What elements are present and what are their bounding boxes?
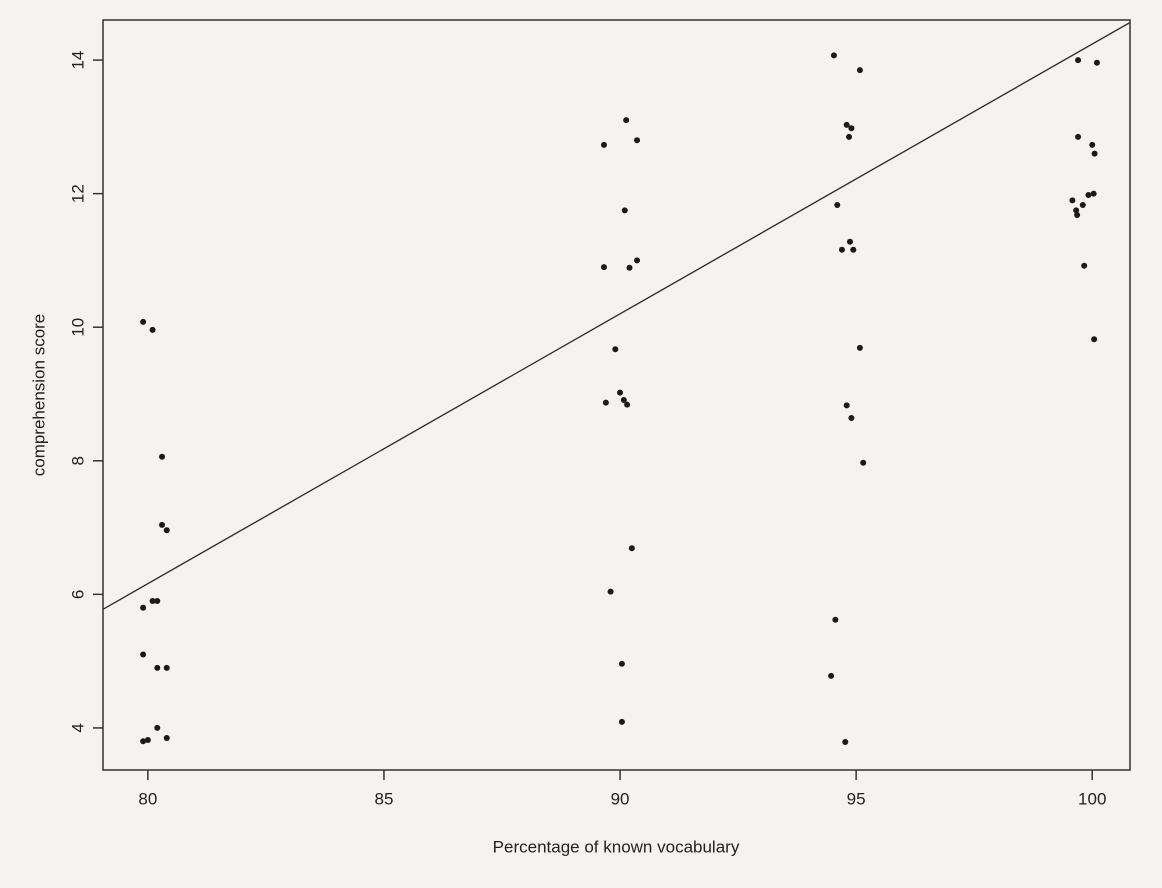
data-point [1089, 141, 1096, 148]
data-point [140, 318, 147, 325]
data-point [626, 264, 633, 271]
data-point [843, 121, 850, 128]
data-point [140, 651, 147, 658]
data-point [1073, 207, 1080, 214]
data-point [834, 201, 841, 208]
data-point [163, 527, 170, 534]
data-point [1091, 336, 1098, 343]
data-point [163, 734, 170, 741]
data-point [149, 598, 156, 605]
data-point [617, 389, 624, 396]
y-tick-label: 10 [68, 318, 87, 337]
data-point [856, 344, 863, 351]
data-point [600, 141, 607, 148]
data-point [140, 604, 147, 611]
data-point [612, 346, 619, 353]
x-axis-label: Percentage of known vocabulary [493, 837, 740, 856]
data-point [624, 401, 631, 408]
data-point [634, 257, 641, 264]
data-point [602, 399, 609, 406]
x-tick-label: 85 [374, 789, 393, 808]
data-point [1093, 59, 1100, 66]
y-tick-label: 14 [68, 51, 87, 70]
data-point [600, 264, 607, 271]
data-point [634, 137, 641, 144]
data-point [1075, 133, 1082, 140]
x-tick-label: 100 [1078, 789, 1106, 808]
y-tick-label: 8 [68, 456, 87, 465]
data-point [159, 453, 166, 460]
data-point [154, 724, 161, 731]
data-point [154, 664, 161, 671]
x-tick-label: 95 [847, 789, 866, 808]
data-point [628, 545, 635, 552]
data-point [618, 660, 625, 667]
data-point [846, 238, 853, 245]
data-point [848, 415, 855, 422]
data-point [860, 459, 867, 466]
data-point [1085, 191, 1092, 198]
data-point [154, 598, 161, 605]
data-point [1074, 212, 1081, 219]
data-point [1090, 190, 1097, 197]
data-point [1091, 150, 1098, 157]
data-point [620, 397, 627, 404]
data-point [607, 588, 614, 595]
data-point [1075, 57, 1082, 64]
data-point [618, 718, 625, 725]
data-point [838, 246, 845, 253]
data-point [842, 738, 849, 745]
data-point [848, 125, 855, 132]
y-tick-label: 6 [68, 590, 87, 599]
data-point [832, 616, 839, 623]
data-point [1079, 201, 1086, 208]
data-point [828, 672, 835, 679]
plot-frame [102, 19, 1131, 771]
data-point [621, 207, 628, 214]
data-point [846, 133, 853, 140]
data-point [163, 664, 170, 671]
x-tick-label: 90 [611, 789, 630, 808]
regression-line [102, 21, 1131, 610]
data-point [149, 326, 156, 333]
data-point [140, 738, 147, 745]
y-axis-label: comprehension score [29, 314, 48, 477]
data-point [1081, 262, 1088, 269]
data-point [144, 736, 151, 743]
data-point [623, 117, 630, 124]
x-tick-label: 80 [138, 789, 157, 808]
data-point [843, 402, 850, 409]
data-point [1069, 197, 1076, 204]
data-point [830, 52, 837, 59]
data-point [850, 246, 857, 253]
y-tick-label: 4 [68, 723, 87, 732]
data-point [856, 67, 863, 74]
y-tick-label: 12 [68, 184, 87, 203]
data-point [159, 521, 166, 528]
